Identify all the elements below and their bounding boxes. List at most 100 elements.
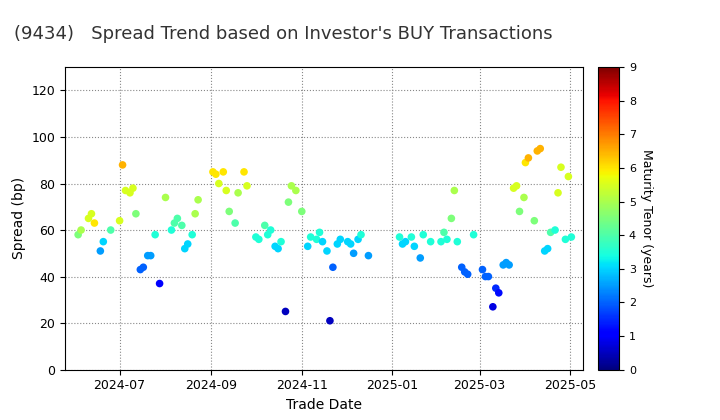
Point: [166, 227, 177, 234]
Point: [523, 155, 534, 161]
Point: [189, 210, 201, 217]
Point: [342, 238, 354, 245]
Point: [562, 173, 574, 180]
Point: [160, 194, 171, 201]
Point: [117, 162, 128, 168]
Point: [542, 245, 554, 252]
Point: [142, 252, 153, 259]
Point: [171, 215, 183, 222]
Point: [462, 271, 474, 278]
Y-axis label: Maturity Tenor (years): Maturity Tenor (years): [639, 149, 653, 288]
Point: [355, 231, 366, 238]
Point: [520, 159, 531, 166]
Point: [503, 262, 515, 268]
Point: [210, 171, 222, 178]
Point: [324, 318, 336, 324]
Point: [510, 182, 522, 189]
Point: [275, 238, 287, 245]
Point: [451, 238, 463, 245]
Point: [436, 238, 447, 245]
Point: [425, 238, 436, 245]
Point: [168, 220, 180, 226]
Point: [327, 264, 338, 270]
Point: [438, 229, 450, 236]
Point: [549, 227, 561, 234]
Point: [265, 227, 276, 234]
Point: [552, 189, 564, 196]
Point: [482, 273, 494, 280]
Point: [493, 289, 505, 296]
Point: [531, 147, 543, 154]
Point: [441, 236, 453, 243]
Point: [555, 164, 567, 171]
Point: [213, 180, 225, 187]
Point: [94, 248, 106, 255]
Point: [223, 208, 235, 215]
Point: [269, 243, 281, 249]
Point: [179, 245, 191, 252]
Point: [348, 250, 359, 257]
Point: [408, 243, 420, 249]
Point: [182, 241, 194, 247]
Point: [518, 194, 530, 201]
Point: [314, 229, 325, 236]
Point: [262, 231, 274, 238]
Point: [186, 231, 198, 238]
Point: [468, 231, 480, 238]
Point: [459, 268, 470, 275]
Point: [130, 210, 142, 217]
Point: [534, 145, 546, 152]
Point: [415, 255, 426, 261]
Point: [321, 248, 333, 255]
Point: [296, 208, 307, 215]
Point: [272, 245, 284, 252]
Point: [363, 252, 374, 259]
Point: [290, 187, 302, 194]
Point: [250, 234, 261, 240]
Point: [317, 238, 328, 245]
Point: [120, 187, 131, 194]
Point: [405, 234, 417, 240]
Point: [480, 273, 491, 280]
Point: [192, 197, 204, 203]
Point: [394, 234, 405, 240]
Y-axis label: Spread (bp): Spread (bp): [12, 177, 26, 260]
Point: [345, 241, 356, 247]
Point: [97, 238, 109, 245]
Point: [125, 189, 136, 196]
Point: [220, 187, 232, 194]
Point: [305, 234, 316, 240]
Point: [335, 236, 346, 243]
Point: [280, 308, 292, 315]
Point: [176, 222, 188, 229]
Point: [545, 229, 557, 236]
Point: [127, 185, 139, 192]
X-axis label: Trade Date: Trade Date: [286, 398, 362, 412]
Text: (9434)   Spread Trend based on Investor's BUY Transactions: (9434) Spread Trend based on Investor's …: [14, 25, 553, 43]
Point: [154, 280, 166, 287]
Point: [418, 231, 429, 238]
Point: [73, 231, 84, 238]
Point: [83, 215, 94, 222]
Point: [114, 218, 125, 224]
Point: [528, 218, 540, 224]
Point: [217, 168, 229, 175]
Point: [149, 231, 161, 238]
Point: [514, 208, 526, 215]
Point: [135, 266, 146, 273]
Point: [487, 303, 499, 310]
Point: [138, 264, 149, 270]
Point: [508, 185, 519, 192]
Point: [449, 187, 460, 194]
Point: [253, 236, 264, 243]
Point: [311, 236, 323, 243]
Point: [89, 220, 100, 226]
Point: [145, 252, 156, 259]
Point: [400, 238, 411, 245]
Point: [559, 236, 571, 243]
Point: [241, 182, 253, 189]
Point: [456, 264, 467, 270]
Point: [498, 262, 509, 268]
Point: [332, 241, 343, 247]
Point: [566, 234, 577, 240]
